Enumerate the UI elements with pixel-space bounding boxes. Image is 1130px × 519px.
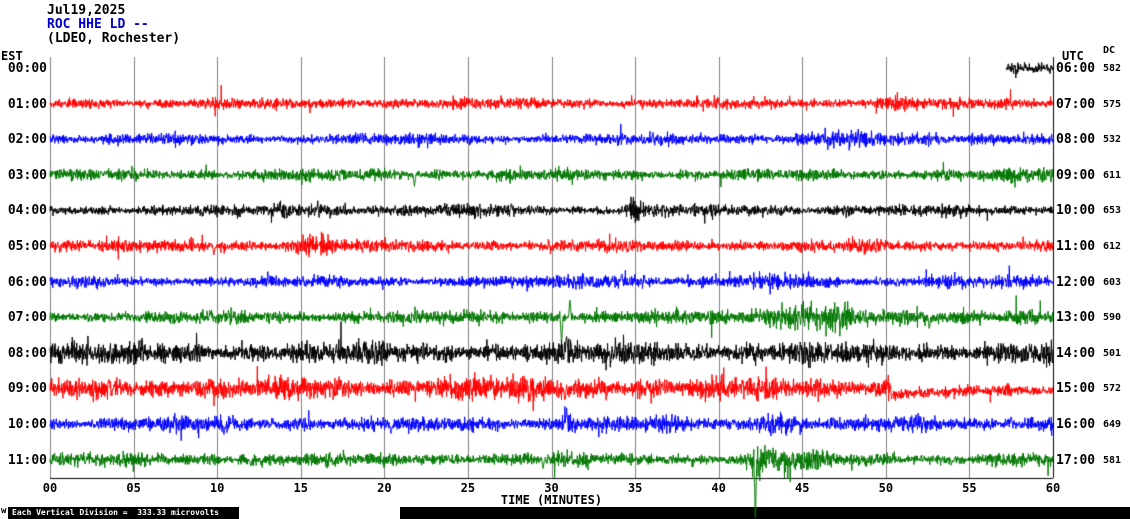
utc-label: 11:00 [1056,239,1096,254]
dc-value: 649 [1103,419,1122,430]
utc-label: 15:00 [1056,381,1096,397]
dc-value: 575 [1103,98,1122,110]
dc-value: 532 [1103,134,1122,146]
utc-label: 07:00 [1056,96,1096,112]
dc-value: 582 [1103,63,1122,74]
utc-label: 08:00 [1056,132,1096,148]
est-label: 04:00 [7,203,47,219]
x-tick-label: 50 [878,481,894,495]
x-tick-label: 30 [544,481,559,495]
utc-label: 13:00 [1056,310,1096,326]
x-tick-label: 05 [126,481,141,495]
dc-value: 501 [1103,347,1122,359]
dc-value: 572 [1103,383,1122,395]
est-label: 05:00 [7,239,47,254]
utc-label: 17:00 [1056,452,1096,468]
x-tick-label: 55 [962,481,977,495]
dc-value: 653 [1103,205,1122,217]
utc-label: 10:00 [1056,203,1096,219]
x-tick-label: 45 [795,481,810,495]
x-tick-label: 40 [711,481,726,495]
scale-note-bar: Each Vertical Division = 333.33 microvol… [8,507,239,519]
est-label: 03:00 [7,167,47,183]
x-tick-label: 25 [460,481,476,495]
est-label: 10:00 [7,417,47,432]
corner-mark: w [1,506,7,516]
est-label: 02:00 [7,132,47,148]
x-tick-label: 00 [42,481,58,495]
network-label: (LDEO, Rochester) [47,31,181,46]
est-label: 00:00 [7,61,47,76]
utc-label: 16:00 [1056,417,1096,432]
utc-label: 12:00 [1056,274,1096,290]
est-label: 07:00 [7,310,47,326]
x-axis-title: TIME (MINUTES) [500,493,603,507]
x-tick-label: 15 [293,481,308,495]
est-label: 09:00 [7,381,47,397]
utc-label: 14:00 [1056,345,1096,361]
date-label: Jul19,2025 [47,3,126,18]
est-label: 06:00 [7,274,47,290]
dc-value: 603 [1103,276,1122,288]
utc-label: 09:00 [1056,167,1096,183]
scale-note: Each Vertical Division = 333.33 microvol… [12,508,220,517]
x-tick-label: 10 [209,481,225,495]
dc-value: 581 [1103,454,1122,466]
dc-value: 612 [1103,241,1122,252]
x-tick-label: 35 [627,481,643,495]
dc-column-header: DC [1103,45,1116,56]
x-tick-label: 60 [1045,481,1061,495]
bottom-bar [400,507,1130,519]
est-label: 11:00 [7,452,47,468]
x-tick-label: 20 [377,481,392,495]
dc-value: 590 [1103,312,1122,324]
utc-label: 06:00 [1056,61,1096,76]
est-label: 08:00 [7,345,47,361]
dc-value: 611 [1103,169,1122,181]
station-label: ROC HHE LD -- [47,17,149,32]
est-label: 01:00 [7,96,47,112]
